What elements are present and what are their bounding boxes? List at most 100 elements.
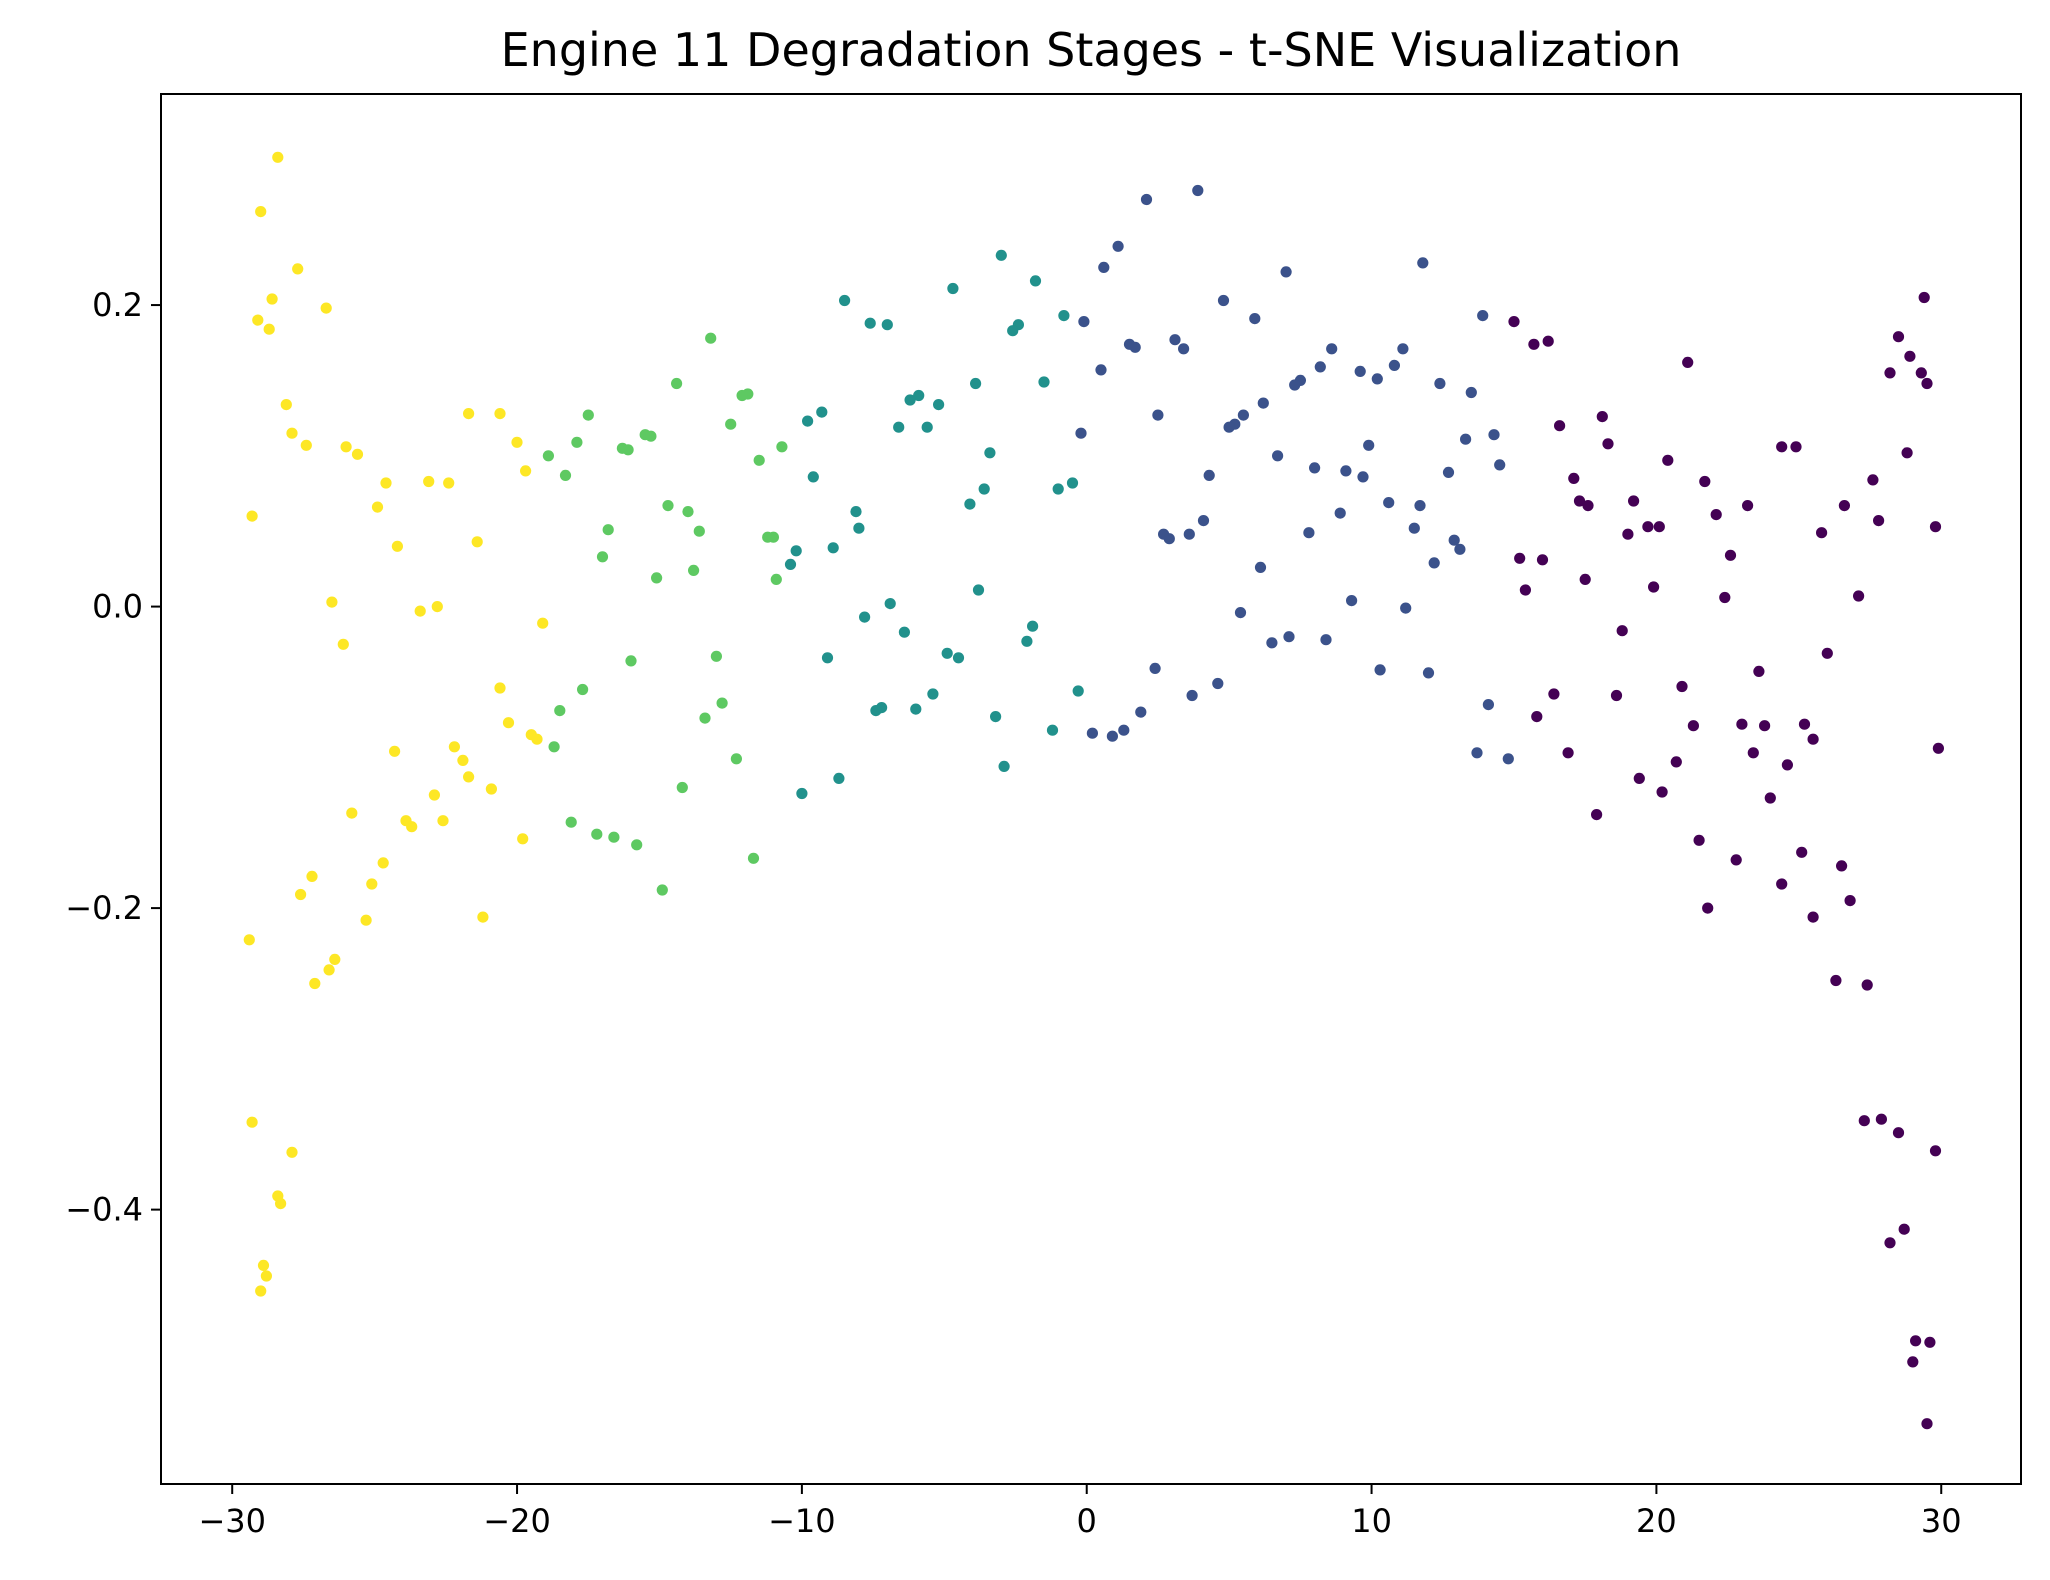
scatter-point [864,317,876,329]
scatter-point [1693,834,1705,846]
scatter-point [747,852,760,864]
scatter-point [1790,441,1802,453]
scatter-point [520,465,532,477]
scatter-point [1197,515,1210,527]
scatter-point [1892,331,1905,343]
scatter-point [577,683,589,696]
scatter-point [366,878,378,890]
scatter-point [1149,662,1161,675]
scatter-point [1736,718,1748,730]
scatter-point [1417,257,1429,269]
scatter-point [1764,792,1776,804]
scatter-point [243,934,255,946]
scatter-point [705,332,717,344]
scatter-point [947,282,959,295]
scatter-point [1007,325,1019,337]
scatter-point [309,977,321,990]
scatter-point [1579,573,1591,586]
scatter-point [1075,427,1087,439]
scatter-point [1821,647,1833,659]
scatter-point [295,888,307,901]
scatter-point [1106,730,1118,742]
scatter-point [1719,591,1731,604]
scatter-point [645,430,657,442]
y-tick-label: 0.2 [92,286,143,324]
scatter-points [243,151,1944,1430]
scatter-point [554,705,566,717]
scatter-point [1397,343,1409,355]
scatter-point [1858,1115,1870,1127]
scatter-point [1932,742,1944,754]
scatter-point [272,151,284,163]
scatter-point [1203,469,1215,481]
scatter-point [457,754,469,767]
scatter-point [266,293,278,305]
scatter-point [1471,747,1483,759]
scatter-point [246,1116,258,1128]
scatter-point [1183,528,1195,540]
scatter-point [1670,756,1682,768]
scatter-point [391,540,403,552]
scatter-point [1759,720,1771,732]
scatter-point [1915,367,1927,379]
scatter-point [1488,429,1500,441]
scatter-point [1140,193,1153,206]
scatter-point [257,1259,270,1271]
scatter-point [255,1285,267,1297]
scatter-point [1217,294,1230,307]
scatter-point [1163,533,1175,545]
scatter-point [1098,261,1110,273]
scatter-point [1596,411,1608,423]
scatter-point [753,454,765,466]
scatter-point [622,444,634,456]
scatter-point [1021,635,1033,647]
scatter-point [725,418,737,430]
scatter-point [790,545,802,557]
scatter-point [1910,1335,1922,1347]
scatter-point [1283,631,1295,643]
scatter-point [477,911,489,923]
scatter-point [1830,974,1842,987]
scatter-point [1816,527,1828,539]
scatter-point [1907,1356,1919,1368]
scatter-point [1383,497,1395,509]
scatter-point [1237,409,1249,421]
scatter-point [1374,664,1386,676]
scatter-point [1844,895,1856,907]
scatter-point [964,498,976,510]
scatter-point [1309,462,1321,474]
scatter-point [1508,316,1520,328]
scatter-point [255,206,267,218]
scatter-point [1519,584,1531,596]
scatter-point [1118,724,1130,736]
scatter-point [428,789,440,801]
scatter-point [531,733,543,745]
scatter-point [1186,689,1198,702]
scatter-point [767,531,780,543]
scatter-point [548,741,560,753]
scatter-point [1326,343,1338,355]
scatter-point [1628,495,1640,507]
scatter-point [1249,313,1261,325]
scatter-point [571,436,583,448]
scatter-point [1918,291,1930,304]
scatter-point [1836,860,1848,872]
scatter-point [1340,465,1352,477]
scatter-point [380,477,392,489]
scatter-point [1724,549,1737,561]
scatter-point [1494,459,1506,471]
scatter-point [1038,376,1050,388]
scatter-point [884,598,896,610]
scatter-point [1477,310,1489,322]
scatter-point [972,584,985,596]
scatter-point [952,652,965,664]
scatter-point [511,436,523,448]
scatter-point [1676,680,1688,693]
scatter-point [898,626,911,638]
scatter-point [1656,786,1668,798]
scatter-point [1884,367,1896,379]
scatter-point [275,1198,287,1210]
scatter-point [1334,507,1346,519]
scatter-point [1542,335,1554,347]
